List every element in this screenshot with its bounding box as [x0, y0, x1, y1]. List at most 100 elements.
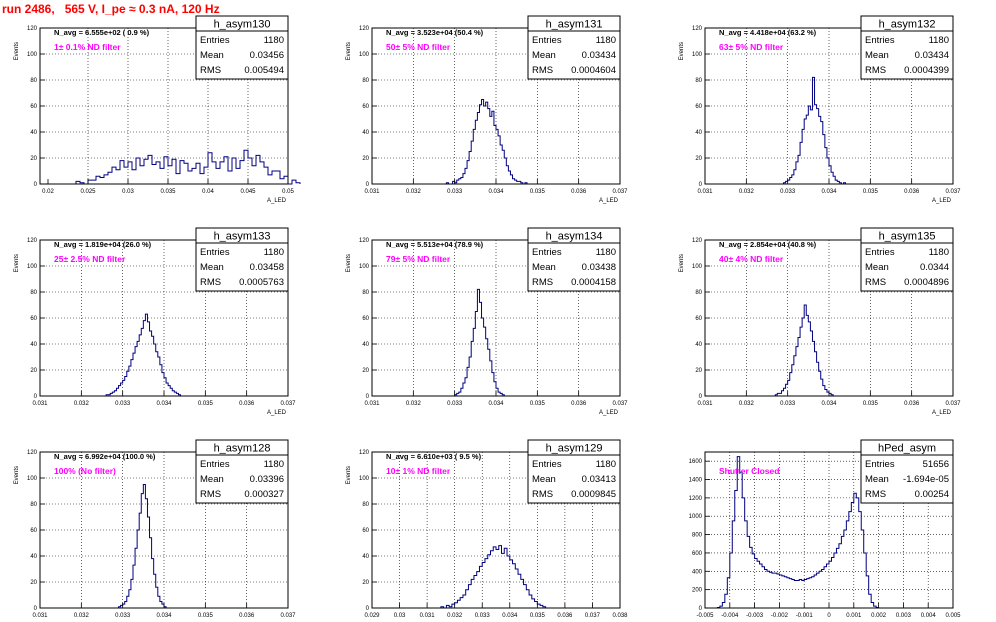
stats-box	[860, 454, 954, 504]
stats-value-rms: 0.0009845	[571, 489, 616, 500]
y-tick-label: 40	[30, 130, 37, 136]
y-tick-label: 60	[30, 104, 37, 110]
stats-label-mean: Mean	[200, 50, 224, 61]
stats-value-entries: 1180	[596, 247, 616, 258]
filter-annotation: Shutter Closed	[719, 466, 779, 476]
y-tick-label: 0	[699, 606, 703, 612]
stats-label-mean: Mean	[865, 50, 889, 61]
stats-label-entries: Entries	[865, 35, 895, 46]
x-axis-title: A_LED	[599, 410, 619, 416]
histogram-series-h_asym130	[75, 149, 301, 185]
y-tick-label: 20	[362, 580, 369, 586]
navg-label: N_avg = 3.523e+04 (50.4 %)	[386, 28, 484, 37]
histogram-series-h_asym129	[440, 545, 547, 609]
histogram-name: h_asym129	[546, 443, 603, 455]
stats-label-rms: RMS	[532, 65, 553, 76]
stats-value-rms: 0.00254	[915, 489, 949, 500]
y-tick-label: 80	[30, 78, 37, 84]
stats-value-rms: 0.0004604	[571, 65, 616, 76]
x-tick-label: 0.031	[420, 613, 436, 619]
x-tick-label: 0.034	[156, 401, 172, 407]
y-tick-label: 0	[366, 394, 370, 400]
histogram-panel-h_asym134: 0.031 0.032 0.033 0.034 0.035 0.036 0.037 0 20 40…	[346, 227, 628, 416]
canvas-title: run 2486, 565 V, I_pe ≈ 0.3 nA, 120 Hz	[2, 2, 220, 16]
navg-label: N_avg = 4.418e+04 (63.2 %)	[719, 28, 817, 37]
stats-value-mean: 0.03434	[915, 50, 949, 61]
x-tick-label: 0.036	[904, 189, 920, 195]
y-tick-label: 600	[692, 551, 703, 557]
stats-value-mean: 0.03456	[250, 50, 284, 61]
stats-value-entries: 1180	[264, 247, 284, 258]
stats-label-mean: Mean	[865, 474, 889, 485]
stats-label-mean: Mean	[532, 262, 556, 273]
x-axis-title: A_LED	[267, 198, 287, 204]
filter-annotation: 63± 5% ND filter	[719, 42, 784, 52]
y-tick-label: 60	[30, 528, 37, 534]
x-tick-label: 0.035	[198, 613, 214, 619]
x-tick-label: 0.035	[530, 401, 546, 407]
y-tick-label: 120	[359, 450, 370, 456]
navg-label: N_avg = 6.992e+04 (100.0 %)	[54, 452, 156, 461]
histogram-name: h_asym133	[214, 231, 271, 243]
x-tick-label: 0.045	[240, 189, 256, 195]
y-tick-label: 200	[692, 588, 703, 594]
x-tick-label: 0.032	[74, 613, 90, 619]
y-axis-title: Events	[679, 254, 685, 272]
stats-label-entries: Entries	[532, 35, 562, 46]
stats-label-mean: Mean	[200, 474, 224, 485]
filter-annotation: 1± 0.1% ND filter	[54, 42, 121, 52]
x-tick-label: -0.002	[771, 613, 789, 619]
y-tick-label: 1200	[689, 496, 703, 502]
x-tick-label: -0.003	[746, 613, 764, 619]
x-tick-label: 0.033	[115, 613, 131, 619]
x-tick-label: 0	[827, 613, 831, 619]
y-tick-label: 20	[362, 156, 369, 162]
stats-label-entries: Entries	[200, 247, 230, 258]
y-tick-label: 1000	[689, 514, 703, 520]
y-tick-label: 40	[695, 130, 702, 136]
y-tick-label: 100	[359, 476, 370, 482]
x-tick-label: 0.03	[394, 613, 406, 619]
y-tick-label: 80	[695, 290, 702, 296]
x-tick-label: 0.031	[697, 189, 713, 195]
y-tick-label: 60	[695, 316, 702, 322]
x-tick-label: 0.035	[530, 189, 546, 195]
x-tick-label: 0.035	[198, 401, 214, 407]
y-tick-label: 1400	[689, 478, 703, 484]
y-tick-label: 40	[30, 554, 37, 560]
y-axis-title: Events	[346, 42, 352, 60]
x-tick-label: 0.05	[282, 189, 294, 195]
stats-value-entries: 1180	[596, 459, 616, 470]
y-tick-label: 120	[692, 238, 703, 244]
histogram-series-h_asym128	[118, 484, 167, 608]
stats-label-entries: Entries	[200, 35, 230, 46]
navg-label: N_avg = 5.513e+04 (78.9 %)	[386, 240, 484, 249]
x-tick-label: 0.034	[821, 189, 837, 195]
y-tick-label: 80	[695, 78, 702, 84]
histogram-panel-hPed_asym: -0.005 -0.004 -0.003 -0.002 -0.001 0 0.001 0.00…	[689, 439, 961, 619]
stats-label-entries: Entries	[865, 247, 895, 258]
y-tick-label: 80	[362, 290, 369, 296]
navg-label: N_avg = 6.555e+02 ( 0.9 %)	[54, 28, 150, 37]
stats-box	[860, 30, 954, 80]
stats-value-mean: 0.03438	[582, 262, 616, 273]
y-tick-label: 40	[695, 342, 702, 348]
y-tick-label: 120	[359, 238, 370, 244]
x-tick-label: 0.032	[406, 401, 422, 407]
stats-label-rms: RMS	[865, 489, 886, 500]
navg-label: N_avg = 6.610e+03 ( 9.5 %)	[386, 452, 482, 461]
x-tick-label: 0.034	[502, 613, 518, 619]
y-tick-label: 1600	[689, 459, 703, 465]
stats-label-entries: Entries	[532, 459, 562, 470]
filter-annotation: 40± 4% ND filter	[719, 254, 784, 264]
y-axis-title: Events	[679, 42, 685, 60]
y-tick-label: 80	[30, 290, 37, 296]
x-tick-label: 0.037	[585, 613, 601, 619]
stats-value-rms: 0.0004896	[904, 277, 949, 288]
histogram-name: hPed_asym	[878, 443, 936, 455]
histogram-series-hPed_asym	[716, 456, 880, 609]
x-tick-label: 0.035	[863, 401, 879, 407]
y-tick-label: 800	[692, 533, 703, 539]
x-tick-label: 0.03	[122, 189, 134, 195]
